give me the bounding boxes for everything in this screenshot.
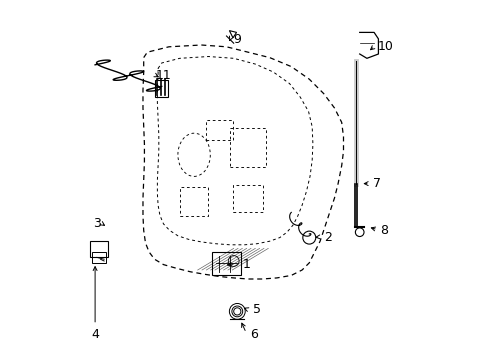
- Text: 4: 4: [91, 328, 99, 341]
- Text: 5: 5: [253, 303, 261, 316]
- Text: 3: 3: [92, 217, 101, 230]
- Bar: [89, 241, 107, 257]
- Bar: [212, 252, 241, 275]
- Text: 8: 8: [380, 224, 388, 237]
- Text: 9: 9: [233, 33, 241, 46]
- Bar: [91, 252, 106, 263]
- Text: 1: 1: [242, 258, 250, 271]
- Bar: [155, 80, 168, 97]
- Text: 11: 11: [155, 69, 171, 82]
- Text: 2: 2: [323, 231, 331, 244]
- Text: 10: 10: [377, 40, 393, 53]
- Text: 6: 6: [249, 328, 257, 341]
- Text: 7: 7: [373, 177, 381, 190]
